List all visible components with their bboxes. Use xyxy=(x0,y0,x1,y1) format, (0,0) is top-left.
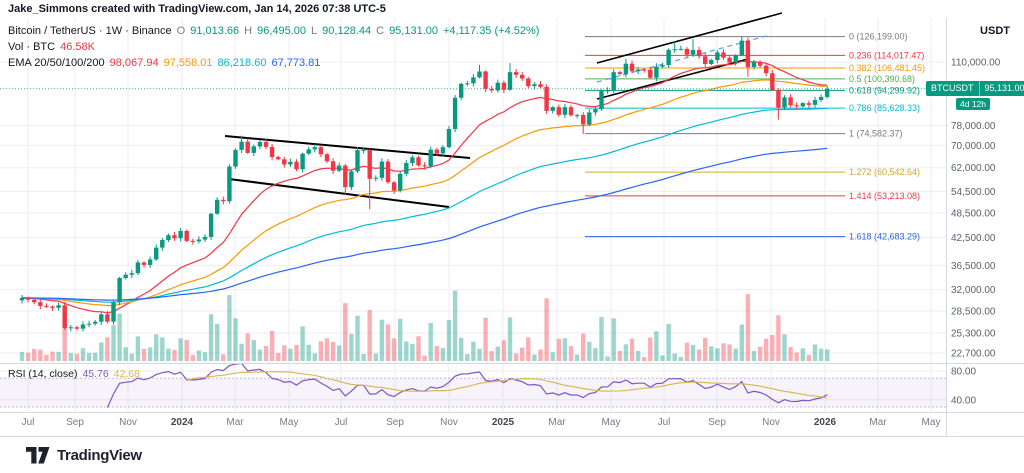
volume-label: Vol · BTC xyxy=(8,41,56,53)
candlestick-series xyxy=(19,36,830,332)
svg-text:Jul: Jul xyxy=(335,417,348,428)
svg-text:Jul: Jul xyxy=(658,417,671,428)
svg-text:70,000.00: 70,000.00 xyxy=(951,141,996,152)
low-value: 90,128.44 xyxy=(322,25,372,37)
fib-label-0: 0 (126,199.00) xyxy=(849,32,908,42)
rsi-ma-line xyxy=(186,371,828,399)
rsi-label: RSI (14, close) xyxy=(8,368,78,380)
svg-text:Sep: Sep xyxy=(708,417,726,428)
rsi-pane xyxy=(0,364,946,408)
svg-text:36,500.00: 36,500.00 xyxy=(951,261,996,272)
ema-lines xyxy=(21,60,828,314)
svg-text:2025: 2025 xyxy=(492,417,515,428)
svg-text:May: May xyxy=(602,417,621,428)
close-value: 95,131.00 xyxy=(389,25,438,37)
symbol-legend: Bitcoin / TetherUS · 1W · Binance O 91,0… xyxy=(8,25,539,37)
trendline-0[interactable] xyxy=(224,135,471,159)
ema50-value: 97,558.01 xyxy=(163,57,213,69)
trendline-1[interactable] xyxy=(228,178,450,208)
svg-text:62,000.00: 62,000.00 xyxy=(951,163,996,174)
fib-label-0.236: 0.236 (114,017.47) xyxy=(849,50,924,60)
svg-text:32,000.00: 32,000.00 xyxy=(951,285,996,296)
rsi-value: 45.76 xyxy=(82,368,109,380)
svg-text:80.00: 80.00 xyxy=(951,367,976,378)
ema-label: EMA 20/50/100/200 xyxy=(8,57,105,69)
tradingview-logo-icon[interactable] xyxy=(26,446,50,464)
trendline-3[interactable] xyxy=(596,58,749,100)
ema-200-line xyxy=(21,147,828,301)
svg-text:25,300.00: 25,300.00 xyxy=(951,329,996,340)
attribution-text: Jake_Simmons created with TradingView.co… xyxy=(8,3,386,15)
tradingview-wordmark[interactable]: TradingView xyxy=(57,446,142,464)
svg-text:Nov: Nov xyxy=(119,417,137,428)
open-label: O xyxy=(176,25,186,37)
time-axis-labels: Jul Sep Nov 2024 Mar May Jul Sep Nov 2025 Mar May Ju… xyxy=(22,417,941,428)
bottom-toolbar: TradingView xyxy=(0,437,1024,473)
svg-text:Nov: Nov xyxy=(762,417,780,428)
svg-text:2026: 2026 xyxy=(814,417,837,428)
volume-value: 46.58K xyxy=(60,41,95,53)
badge-symbol: BTCUSDT xyxy=(931,83,974,93)
ema-legend[interactable]: EMA 20/50/100/200 98,067.94 97,558.01 86… xyxy=(8,57,320,69)
fib-label-0.382: 0.382 (106,481.45) xyxy=(849,63,925,73)
fib-label-0.618: 0.618 (94,299.92) xyxy=(849,85,920,95)
svg-text:Sep: Sep xyxy=(66,417,84,428)
svg-text:Mar: Mar xyxy=(548,417,566,428)
svg-text:Mar: Mar xyxy=(226,417,244,428)
fib-label-1.272: 1.272 (60,542.64) xyxy=(849,167,920,177)
svg-text:May: May xyxy=(922,417,941,428)
volume-series xyxy=(19,290,830,361)
bar-close-countdown: 4d 12h xyxy=(956,98,990,110)
svg-text:110,000.00: 110,000.00 xyxy=(951,58,1001,69)
svg-text:May: May xyxy=(280,417,299,428)
volume-legend[interactable]: Vol · BTC 46.58K xyxy=(8,41,95,53)
badge-price: 95,131.00 xyxy=(978,81,1024,96)
trendline-4[interactable] xyxy=(596,34,771,83)
svg-text:54,500.00: 54,500.00 xyxy=(951,187,996,198)
ema-20-line xyxy=(21,60,828,314)
fib-label-0.786: 0.786 (85,628.33) xyxy=(849,103,920,113)
svg-text:2024: 2024 xyxy=(171,417,194,428)
grid xyxy=(0,18,946,412)
symbol-title[interactable]: Bitcoin / TetherUS · 1W · Binance xyxy=(8,25,172,37)
svg-text:Sep: Sep xyxy=(386,417,404,428)
svg-text:Mar: Mar xyxy=(869,417,887,428)
fib-label-0.5: 0.5 (100,390.68) xyxy=(849,74,915,84)
svg-text:42,500.00: 42,500.00 xyxy=(951,233,996,244)
rsi-line xyxy=(106,364,828,408)
ema-100-line xyxy=(21,107,828,303)
ema200-value: 67,773.81 xyxy=(271,57,321,69)
fib-label-1.414: 1.414 (53,213.08) xyxy=(849,191,920,201)
svg-text:78,000.00: 78,000.00 xyxy=(951,121,996,132)
current-price-badge: BTCUSDT 95,131.00 xyxy=(926,81,1024,96)
svg-text:22,700.00: 22,700.00 xyxy=(951,349,996,360)
svg-text:Jul: Jul xyxy=(22,417,35,428)
price-axis-currency: USDT xyxy=(980,25,1010,37)
rsi-legend[interactable]: RSI (14, close) 45.76 42.68 xyxy=(8,368,140,380)
fib-label-1: 1 (74,582.37) xyxy=(849,129,903,139)
svg-text:Nov: Nov xyxy=(440,417,458,428)
high-value: 96,495.00 xyxy=(257,25,307,37)
ema20-value: 98,067.94 xyxy=(109,57,159,69)
trendline-2[interactable] xyxy=(596,12,783,64)
price-axis-labels: 110,000.00 78,000.00 70,000.00 62,000.00 54,… xyxy=(951,58,1001,407)
rsi-ma-value: 42.68 xyxy=(113,368,141,380)
change-value: +4,117.35 (+4.52%) xyxy=(443,25,540,37)
fib-label-1.618: 1.618 (42,683.29) xyxy=(849,232,920,242)
low-label: L xyxy=(311,25,318,37)
ema100-value: 86,218.60 xyxy=(217,57,267,69)
time-axis[interactable] xyxy=(0,412,946,436)
close-label: C xyxy=(376,25,385,37)
price-axis[interactable] xyxy=(946,0,1024,436)
svg-text:48,500.00: 48,500.00 xyxy=(951,209,996,220)
high-label: H xyxy=(244,25,253,37)
open-value: 91,013.66 xyxy=(190,25,240,37)
svg-text:28,500.00: 28,500.00 xyxy=(951,307,996,318)
svg-text:40.00: 40.00 xyxy=(951,395,976,406)
ema-50-line xyxy=(21,79,828,307)
